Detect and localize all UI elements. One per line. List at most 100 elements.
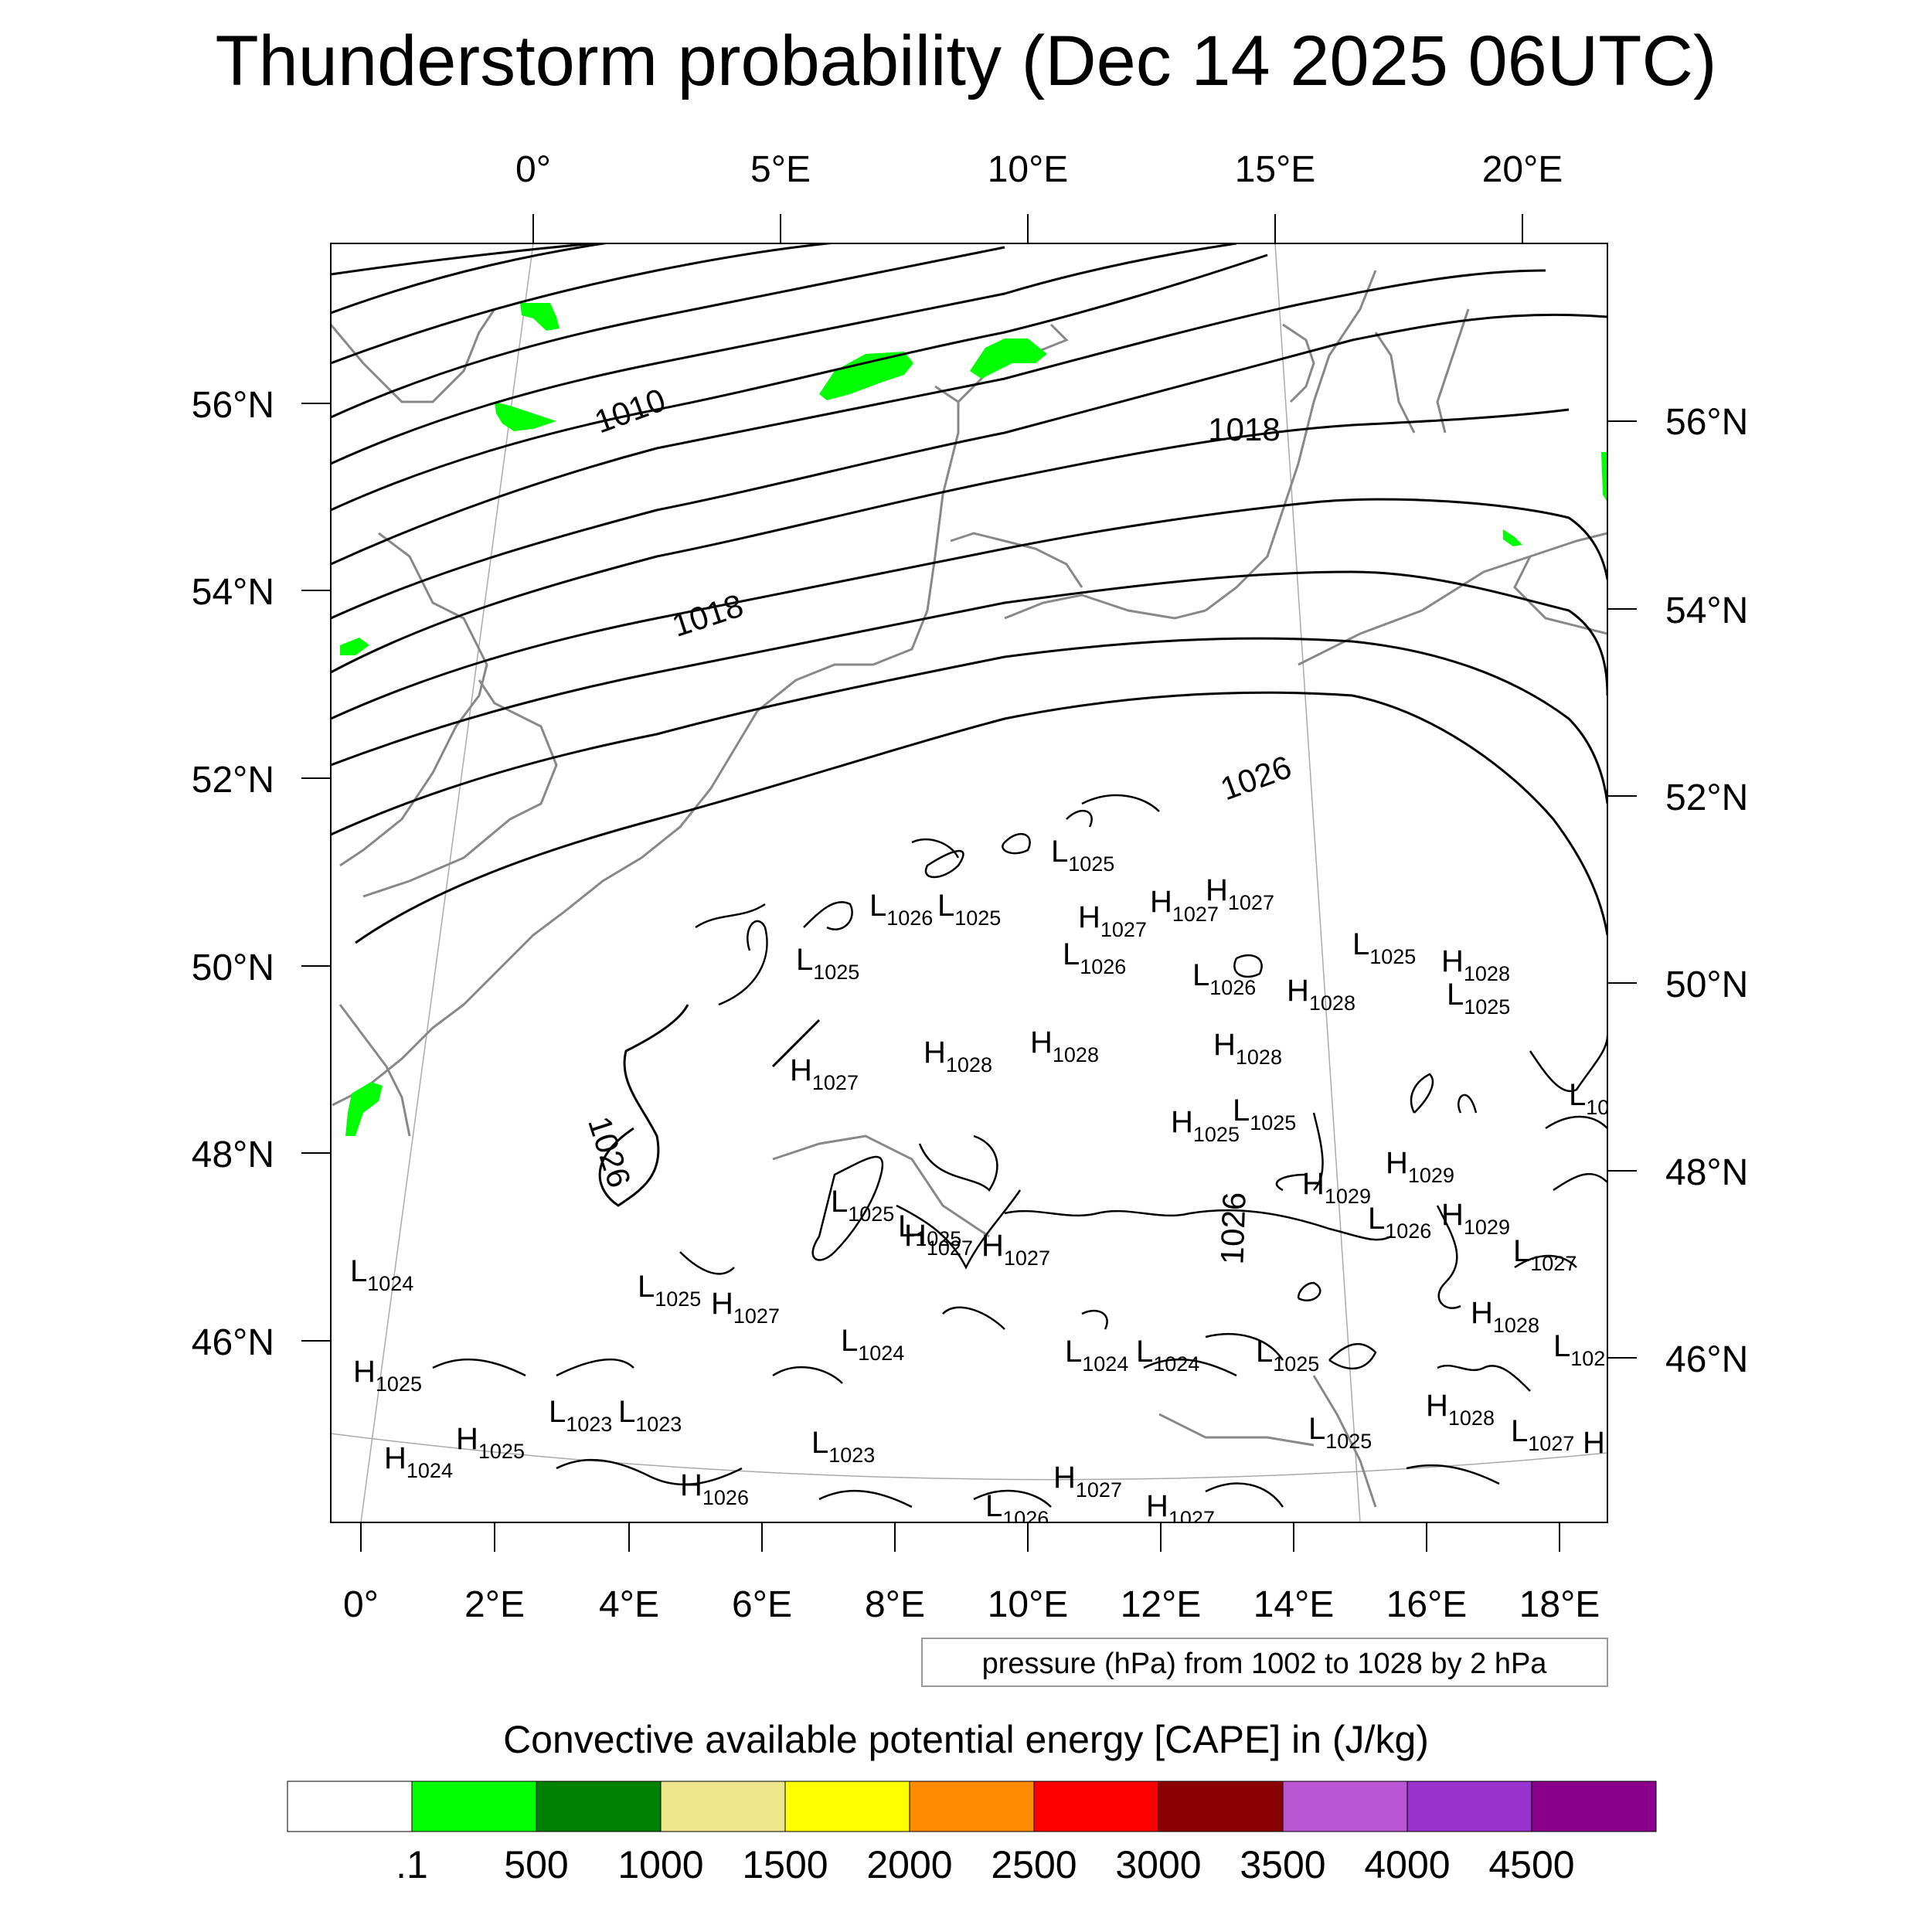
pressure-center-value: 1025 (1325, 1430, 1372, 1453)
isobar-label: 1018 (1208, 411, 1280, 447)
pressure-center: H1028 (1030, 1026, 1099, 1066)
pressure-center-letter: L (1192, 958, 1209, 992)
pressure-center-letter: H (923, 1036, 946, 1070)
pressure-center-value: 1025 (1369, 945, 1416, 968)
pressure-center: L1023 (549, 1395, 612, 1436)
pressure-center-letter: L (1308, 1412, 1325, 1446)
pressure-center-letter: L (1256, 1335, 1273, 1369)
pressure-center: L1024 (1136, 1335, 1199, 1376)
pressure-center: L1025 (831, 1185, 894, 1226)
pressure-center: L1025 (1447, 978, 1510, 1019)
pressure-center-value: 1025 (655, 1287, 701, 1311)
pressure-center: L1026 (1192, 958, 1256, 999)
left-lat-label: 52°N (192, 760, 274, 801)
colorbar-labels: .1 500 1000 1500 2000 2500 3000 3500 4000 4500 (396, 1843, 1574, 1886)
pressure-center-letter: L (549, 1395, 566, 1429)
bottom-lon-label: 10°E (988, 1584, 1069, 1625)
left-lat-label: 48°N (192, 1134, 274, 1175)
pressure-center-letter: L (869, 889, 886, 923)
colorbar-swatch (1531, 1781, 1657, 1832)
bottom-lon-label: 6°E (732, 1584, 792, 1625)
right-lat-label: 54°N (1665, 590, 1748, 631)
map-panel: 1010 1018 1018 1026 1026 1026 L1025 L102… (331, 243, 1607, 1530)
colorbar (287, 1781, 1657, 1832)
pressure-center: L1027 (1513, 1234, 1577, 1275)
colorbar-tick-label: 2000 (866, 1843, 952, 1886)
pressure-center: L1027 (1511, 1414, 1574, 1455)
pressure-center-value: 1025 (1193, 1123, 1240, 1146)
pressure-center: H1027 (1206, 873, 1274, 914)
bottom-ticks (360, 1522, 1560, 1552)
colorbar-swatch (411, 1781, 537, 1832)
pressure-center: L1026 (1368, 1202, 1431, 1243)
pressure-center: H1029 (1302, 1167, 1371, 1208)
pressure-center-letter: H (456, 1422, 478, 1456)
left-lat-label: 56°N (192, 385, 274, 426)
pressure-center: H1026 (680, 1468, 749, 1509)
pressure-center: H1029 (1386, 1146, 1454, 1187)
pressure-center: H1028 (1213, 1028, 1282, 1069)
top-longitude-labels: 0° 5°E 10°E 15°E 20°E (515, 149, 1563, 190)
pressure-center-value: 1027 (1076, 1478, 1122, 1502)
cape-area (1503, 529, 1522, 546)
pressure-center-letter: H (1441, 1198, 1464, 1232)
pressure-center-letter: H (1206, 873, 1228, 907)
left-ticks (301, 403, 331, 1342)
pressure-center-letter: L (937, 889, 954, 923)
pressure-center-value: 1024 (1082, 1352, 1128, 1376)
pressure-center-letter: H (711, 1287, 733, 1321)
pressure-center: L1026 (869, 889, 933, 930)
colorbar-swatch (536, 1781, 662, 1832)
colorbar-tick-label: .1 (396, 1843, 428, 1886)
pressure-center-value: 1026 (1209, 976, 1256, 999)
pressure-info-text: pressure (hPa) from 1002 to 1028 by 2 hP… (982, 1648, 1548, 1680)
pressure-center-value: 1025 (1464, 995, 1510, 1019)
pressure-center-value: 1025 (915, 1227, 961, 1250)
colorbar-tick-label: 4000 (1364, 1843, 1450, 1886)
pressure-center-value: 1027 (1168, 1507, 1215, 1530)
pressure-center-value: 1029 (1464, 1216, 1510, 1239)
pressure-center-value: 1026 (1002, 1507, 1049, 1530)
pressure-center-letter: H (1171, 1105, 1193, 1139)
cape-area (970, 338, 1047, 379)
pressure-center-value: 1028 (1448, 1406, 1495, 1430)
pressure-center: H1027 (904, 1219, 973, 1260)
pressure-center-letter: L (1065, 1335, 1082, 1369)
pressure-center: L1024 (350, 1254, 413, 1295)
pressure-center: H1027 (981, 1229, 1050, 1270)
pressure-center: H1029 (1441, 1198, 1510, 1239)
bottom-lon-label: 2°E (464, 1584, 525, 1625)
pressure-center-letter: H (1287, 974, 1309, 1008)
pressure-center: H1025 (1171, 1105, 1240, 1146)
colorbar-swatch (660, 1781, 786, 1832)
pressure-center-value: 1028 (1236, 1046, 1282, 1069)
colorbar-title: Convective available potential energy [C… (503, 1718, 1429, 1761)
bottom-lon-label: 18°E (1519, 1584, 1600, 1625)
pressure-center-letter: H (981, 1229, 1004, 1263)
right-ticks (1607, 420, 1637, 1359)
bottom-lon-label: 0° (343, 1584, 379, 1625)
pressure-center-letter: H (1302, 1167, 1325, 1201)
pressure-center-letter: H (1150, 885, 1172, 919)
pressure-center-value: 1027 (1100, 918, 1147, 941)
pressure-center-letter: H (1426, 1389, 1448, 1423)
pressure-center-value: 1024 (367, 1272, 413, 1295)
pressure-center-letter: H (1441, 944, 1464, 978)
pressure-center-letter: L (1233, 1094, 1250, 1128)
pressure-center-value: 1026 (1385, 1219, 1431, 1243)
pressure-center-letter: H (1146, 1489, 1168, 1523)
pressure-center-letter: H (1053, 1461, 1076, 1495)
top-lon-label: 20°E (1482, 149, 1563, 190)
cape-area (520, 303, 560, 331)
pressure-center: H1028 (1287, 974, 1355, 1015)
pressure-center-value: 1027 (1528, 1432, 1574, 1455)
pressure-center-value: 1027 (1172, 903, 1219, 926)
colorbar-swatch (1406, 1781, 1532, 1832)
top-lon-label: 0° (515, 149, 551, 190)
pressure-center: H1027 (1150, 885, 1219, 926)
pressure-center: L102 (1553, 1329, 1605, 1370)
pressure-center-letter: H (1078, 900, 1100, 934)
pressure-center-letter: L (841, 1324, 858, 1358)
pressure-center: H1027 (1146, 1489, 1215, 1530)
pressure-center: L1025 (1256, 1335, 1319, 1376)
